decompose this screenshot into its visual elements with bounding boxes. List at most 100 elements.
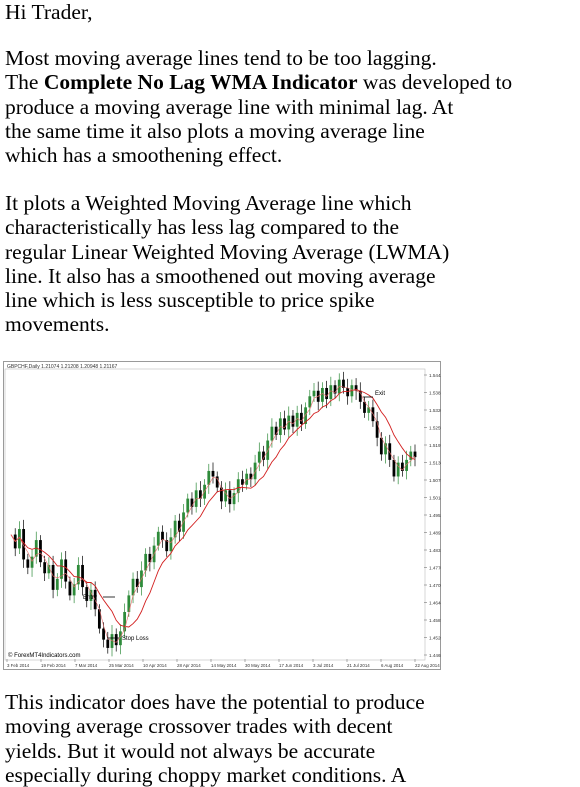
candle-body <box>384 443 387 455</box>
y-tick-label: 1.53810 <box>429 390 441 395</box>
candle-body <box>85 587 89 601</box>
x-tick-label: 22 Aug 2014 <box>415 663 440 668</box>
candle-body <box>110 634 114 648</box>
x-tick-label: 19 Feb 2014 <box>41 663 66 668</box>
y-tick-label: 1.47700 <box>429 565 441 570</box>
x-tick-label: 7 Mar 2014 <box>75 663 98 668</box>
candle-body <box>409 451 413 460</box>
intro-line: produce a moving average line with minim… <box>5 94 454 119</box>
y-axis-ticks: 1.54420 1.53810 1.53200 1.52590 1.51970 1.513… <box>424 373 441 658</box>
indicator-name: Complete No Lag WMA Indicator <box>43 70 358 95</box>
description-paragraph: It plots a Weighted Moving Average line … <box>5 191 575 337</box>
candle-body <box>274 426 278 435</box>
intro-the: The <box>5 70 44 95</box>
description-line: line which is less susceptible to price … <box>5 288 375 313</box>
candle-body <box>207 470 211 485</box>
candle-body <box>257 451 261 463</box>
y-tick-label: 1.50750 <box>429 478 441 483</box>
x-tick-label: 21 Jul 2014 <box>347 663 370 668</box>
entry-label: Entry <box>83 595 97 601</box>
price-chart-svg: GBPCHF,Daily 1.21074 1.21208 1.20948 1.2… <box>3 361 441 670</box>
x-tick-label: 30 May 2014 <box>245 663 271 668</box>
y-tick-label: 1.48310 <box>429 548 441 553</box>
candle-body <box>228 490 232 505</box>
candle-body <box>173 520 177 538</box>
candle-body <box>287 415 291 430</box>
exit-label: Exit <box>375 391 385 397</box>
candle-body <box>177 520 181 532</box>
candle-body <box>30 556 34 568</box>
candle-body <box>131 578 135 596</box>
candle-body <box>405 459 408 471</box>
candle-body <box>68 581 72 596</box>
candle-body <box>333 385 337 394</box>
candle-body <box>55 578 59 590</box>
candle-body <box>262 451 265 460</box>
price-chart-image: GBPCHF,Daily 1.21074 1.21208 1.20948 1.2… <box>3 361 441 670</box>
intro-line: which has a smoothening effect. <box>5 143 283 168</box>
candle-body <box>72 584 76 596</box>
y-tick-label: 1.48920 <box>429 530 441 535</box>
candle-body <box>413 451 417 458</box>
candle-body <box>249 473 253 480</box>
closing-paragraph: This indicator does have the potential t… <box>5 690 575 787</box>
candle-body <box>169 537 173 552</box>
candle-body <box>156 531 160 546</box>
candle-body <box>211 470 215 477</box>
candle-body <box>127 595 131 612</box>
candle-body <box>114 634 118 646</box>
x-tick-label: 25 Mar 2014 <box>109 663 134 668</box>
candle-body <box>270 426 274 441</box>
y-tick-label: 1.46480 <box>429 600 441 605</box>
y-tick-label: 1.45870 <box>429 618 441 623</box>
greeting: Hi Trader, <box>5 0 575 24</box>
candle-body <box>47 564 51 574</box>
candle-body <box>123 611 127 632</box>
candle-body <box>329 385 333 400</box>
description-line: movements. <box>5 312 110 337</box>
candle-body <box>400 462 404 471</box>
x-tick-label: 10 Apr 2014 <box>143 663 167 668</box>
candle-body <box>106 639 110 648</box>
candle-body <box>89 589 93 601</box>
y-tick-label: 1.47090 <box>429 583 441 588</box>
candle-body <box>39 540 42 563</box>
candle-body <box>198 490 202 499</box>
y-tick-label: 1.50140 <box>429 495 441 500</box>
candle-body <box>102 628 105 640</box>
candle-body <box>321 387 324 402</box>
candle-body <box>190 498 194 507</box>
candle-body <box>253 462 257 480</box>
x-tick-label: 3 Jul 2014 <box>313 663 334 668</box>
candles-group <box>13 371 417 657</box>
candle-body <box>308 396 312 408</box>
intro-line: the same time it also plots a moving ave… <box>5 118 425 143</box>
candle-body <box>97 609 101 629</box>
candle-body <box>161 531 164 541</box>
chart-header: GBPCHF,Daily 1.21074 1.21208 1.20948 1.2… <box>7 364 117 370</box>
candle-body <box>312 390 316 397</box>
description-line: regular Linear Weighted Moving Average (… <box>5 239 450 264</box>
intro-paragraph: Most moving average lines tend to be too… <box>5 46 575 167</box>
closing-line: This indicator does have the potential t… <box>5 690 425 714</box>
candle-body <box>295 412 299 427</box>
fast-ma-line <box>10 385 416 643</box>
y-tick-label: 1.53200 <box>429 408 441 413</box>
moving-average-lines <box>10 385 416 643</box>
y-tick-label: 1.49530 <box>429 513 441 518</box>
x-tick-label: 28 Apr 2014 <box>177 663 201 668</box>
y-tick-label: 1.54420 <box>429 373 441 378</box>
intro-rest: was developed to <box>357 70 513 95</box>
y-tick-label: 1.45260 <box>429 635 441 640</box>
candle-body <box>396 462 400 477</box>
candle-body <box>232 493 236 505</box>
description-line: line. It also has a smoothened out movin… <box>5 263 436 288</box>
candle-body <box>388 443 392 460</box>
chart-frame <box>3 361 441 670</box>
closing-line: moving average crossover trades with dec… <box>5 714 393 739</box>
candle-body <box>392 459 396 477</box>
candle-body <box>379 437 383 455</box>
candle-body <box>325 387 329 400</box>
candle-body <box>148 553 152 563</box>
candle-body <box>186 498 190 513</box>
